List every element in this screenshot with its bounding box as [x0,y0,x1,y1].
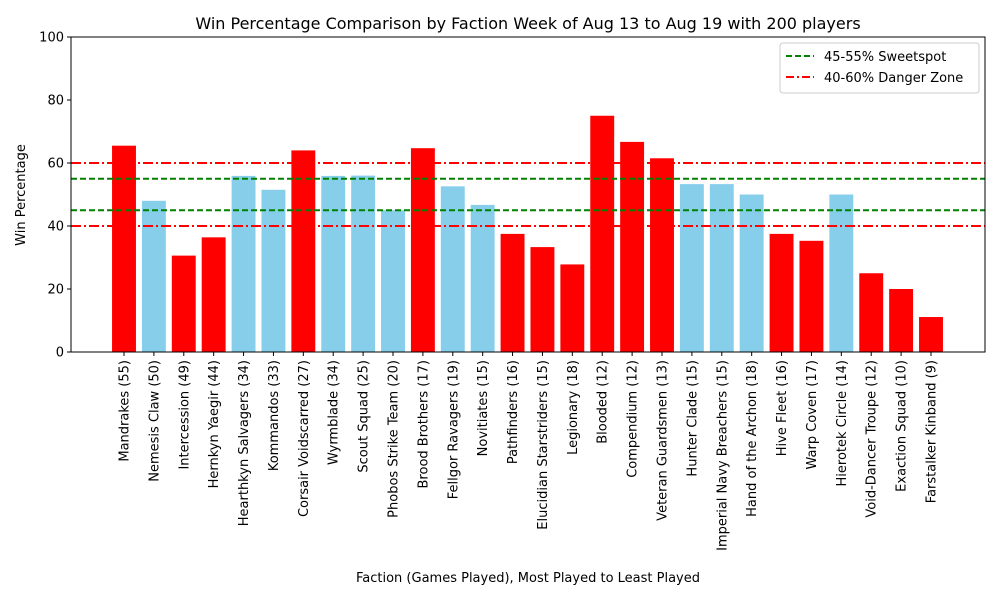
bar [799,240,824,352]
x-tick-label: Corsair Voidscarred (27) [297,360,312,517]
y-axis-label: Win Percentage [14,144,29,246]
legend: 45-55% Sweetspot 40-60% Danger Zone [779,42,980,94]
bar [112,145,136,352]
y-tick-label: 60 [47,157,64,172]
bar [889,289,914,352]
bar [500,233,525,352]
bars-group [112,115,943,352]
reference-lines-group [71,162,985,227]
bar [410,148,435,352]
x-axis-label: Faction (Games Played), Most Played to L… [356,571,700,586]
bar [470,204,495,352]
bar [261,189,286,352]
y-tick-label: 100 [39,31,64,46]
chart-title: Win Percentage Comparison by Faction Wee… [195,14,860,33]
y-tick-label: 0 [56,346,64,361]
bar [859,273,884,352]
x-tick-label: Intercession (49) [177,360,192,470]
bar [381,210,405,352]
y-tick-label: 80 [47,94,64,109]
x-tick-label: Warp Coven (17) [805,360,820,470]
x-tick-label: Void-Dancer Troupe (12) [865,360,880,518]
x-tick-label: Blooded (12) [596,360,611,444]
legend-sweetspot-label: 45-55% Sweetspot [824,50,946,65]
bar [201,237,226,352]
x-tick-label: Exaction Squad (10) [895,360,910,492]
bar [829,194,854,352]
x-tick-label: Pathfinders (16) [506,360,521,464]
bar [620,141,645,352]
bar [440,186,465,352]
bar [919,317,943,352]
x-tick-label: Hive Fleet (16) [775,360,790,456]
x-tick-label: Nemesis Claw (50) [147,360,162,482]
x-axis: Mandrakes (55) Nemesis Claw (50) Intercess… [118,352,940,551]
bar [739,194,764,352]
x-tick-label: Scout Squad (25) [357,360,372,473]
bar [321,175,346,352]
legend-frame [779,42,980,94]
y-tick-label: 20 [47,283,64,298]
x-tick-label: Veteran Guardsmen (13) [656,360,671,521]
x-tick-label: Hunter Clade (15) [685,360,700,477]
x-tick-label: Hierotek Circle (14) [835,360,850,486]
x-tick-label: Hand of the Archon (18) [745,360,760,517]
legend-danger-label: 40-60% Danger Zone [824,71,963,86]
bar [590,115,615,352]
x-tick-label: Phobos Strike Team (20) [387,360,402,518]
x-tick-label: Imperial Navy Breachers (15) [715,360,730,551]
x-tick-label: Novitiates (15) [476,360,491,456]
x-tick-label: Fellgor Ravagers (19) [446,360,461,499]
y-tick-label: 40 [47,220,64,235]
x-tick-label: Farstalker Kinband (9) [925,360,940,503]
bar [231,175,256,352]
x-tick-label: Legionary (18) [566,360,581,455]
x-tick-label: Wyrmblade (34) [327,360,342,465]
axes-frame [70,36,986,353]
bar [141,200,166,352]
bar [291,150,316,352]
x-tick-label: Compendium (12) [626,360,641,478]
bar [560,264,585,352]
x-tick-label: Hearthkyn Salvagers (34) [237,360,252,526]
bar [769,233,794,352]
bar [530,247,555,352]
bar [650,158,674,352]
x-tick-label: Mandrakes (55) [118,360,133,462]
x-tick-label: Hernkyn Yaegir (44) [207,360,222,488]
bar [171,255,196,352]
x-tick-label: Brood Brothers (17) [416,360,431,488]
x-tick-label: Kommandos (33) [267,360,282,471]
x-tick-label: Elucidian Starstriders (15) [536,360,551,530]
y-axis: 0 20 40 60 80 100 [39,31,71,361]
bar [351,175,376,352]
